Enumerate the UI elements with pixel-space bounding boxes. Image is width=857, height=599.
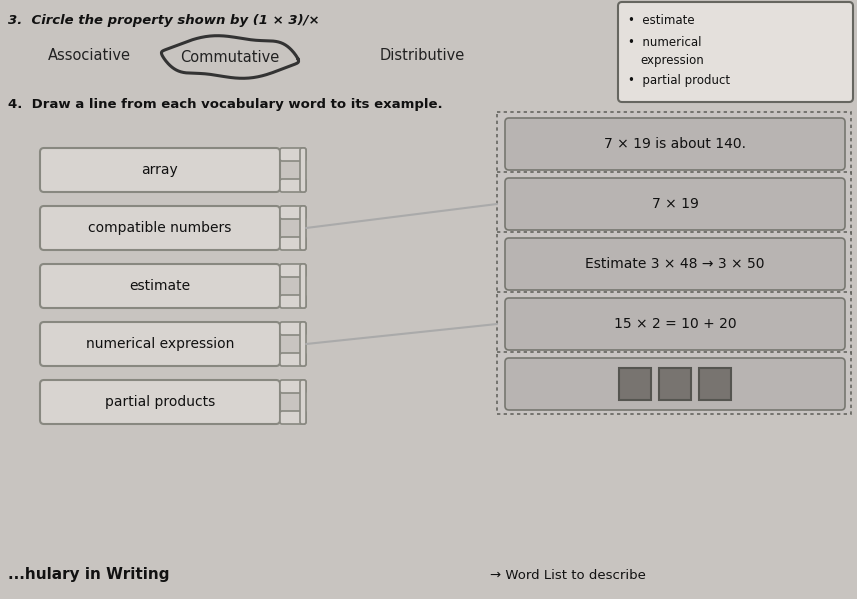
- Bar: [497, 112, 851, 174]
- FancyBboxPatch shape: [280, 148, 306, 161]
- Bar: [497, 292, 851, 354]
- FancyBboxPatch shape: [300, 148, 306, 192]
- FancyBboxPatch shape: [300, 206, 306, 250]
- FancyBboxPatch shape: [280, 380, 306, 393]
- Text: estimate: estimate: [129, 279, 190, 293]
- FancyBboxPatch shape: [40, 380, 280, 424]
- Text: •  numerical: • numerical: [628, 36, 702, 49]
- FancyBboxPatch shape: [505, 358, 845, 410]
- Text: Estimate 3 × 48 → 3 × 50: Estimate 3 × 48 → 3 × 50: [585, 257, 764, 271]
- Bar: [497, 172, 851, 234]
- Bar: [699, 368, 731, 400]
- Text: numerical expression: numerical expression: [86, 337, 234, 351]
- FancyBboxPatch shape: [618, 2, 853, 102]
- Text: Distributive: Distributive: [380, 47, 465, 62]
- FancyBboxPatch shape: [505, 118, 845, 170]
- FancyBboxPatch shape: [280, 353, 306, 366]
- Text: array: array: [141, 163, 178, 177]
- Text: Commutative: Commutative: [180, 50, 279, 65]
- Text: 7 × 19 is about 140.: 7 × 19 is about 140.: [604, 137, 746, 151]
- Text: compatible numbers: compatible numbers: [88, 221, 231, 235]
- FancyBboxPatch shape: [280, 322, 306, 335]
- FancyBboxPatch shape: [280, 264, 306, 277]
- Bar: [619, 368, 651, 400]
- FancyBboxPatch shape: [505, 298, 845, 350]
- Text: 4.  Draw a line from each vocabulary word to its example.: 4. Draw a line from each vocabulary word…: [8, 98, 442, 111]
- Bar: [497, 232, 851, 294]
- Text: 15 × 2 = 10 + 20: 15 × 2 = 10 + 20: [614, 317, 736, 331]
- FancyBboxPatch shape: [505, 178, 845, 230]
- FancyBboxPatch shape: [280, 179, 306, 192]
- FancyBboxPatch shape: [40, 264, 280, 308]
- Text: → Word List to describe: → Word List to describe: [490, 569, 646, 582]
- FancyBboxPatch shape: [300, 264, 306, 308]
- Text: partial products: partial products: [105, 395, 215, 409]
- FancyBboxPatch shape: [280, 295, 306, 308]
- Bar: [659, 368, 691, 400]
- FancyBboxPatch shape: [40, 206, 280, 250]
- Text: 7 × 19: 7 × 19: [651, 197, 698, 211]
- Text: •  partial product: • partial product: [628, 74, 730, 87]
- FancyBboxPatch shape: [505, 238, 845, 290]
- Text: •  estimate: • estimate: [628, 14, 695, 27]
- FancyBboxPatch shape: [280, 237, 306, 250]
- FancyBboxPatch shape: [40, 148, 280, 192]
- Text: expression: expression: [640, 54, 704, 67]
- FancyBboxPatch shape: [300, 380, 306, 424]
- Text: Associative: Associative: [48, 47, 131, 62]
- FancyBboxPatch shape: [280, 411, 306, 424]
- FancyBboxPatch shape: [280, 206, 306, 219]
- FancyBboxPatch shape: [300, 322, 306, 366]
- FancyBboxPatch shape: [40, 322, 280, 366]
- Text: ...hulary in Writing: ...hulary in Writing: [8, 567, 170, 582]
- Bar: [497, 352, 851, 414]
- Text: 3.  Circle the property shown by (1 × 3)/×: 3. Circle the property shown by (1 × 3)/…: [8, 14, 320, 27]
